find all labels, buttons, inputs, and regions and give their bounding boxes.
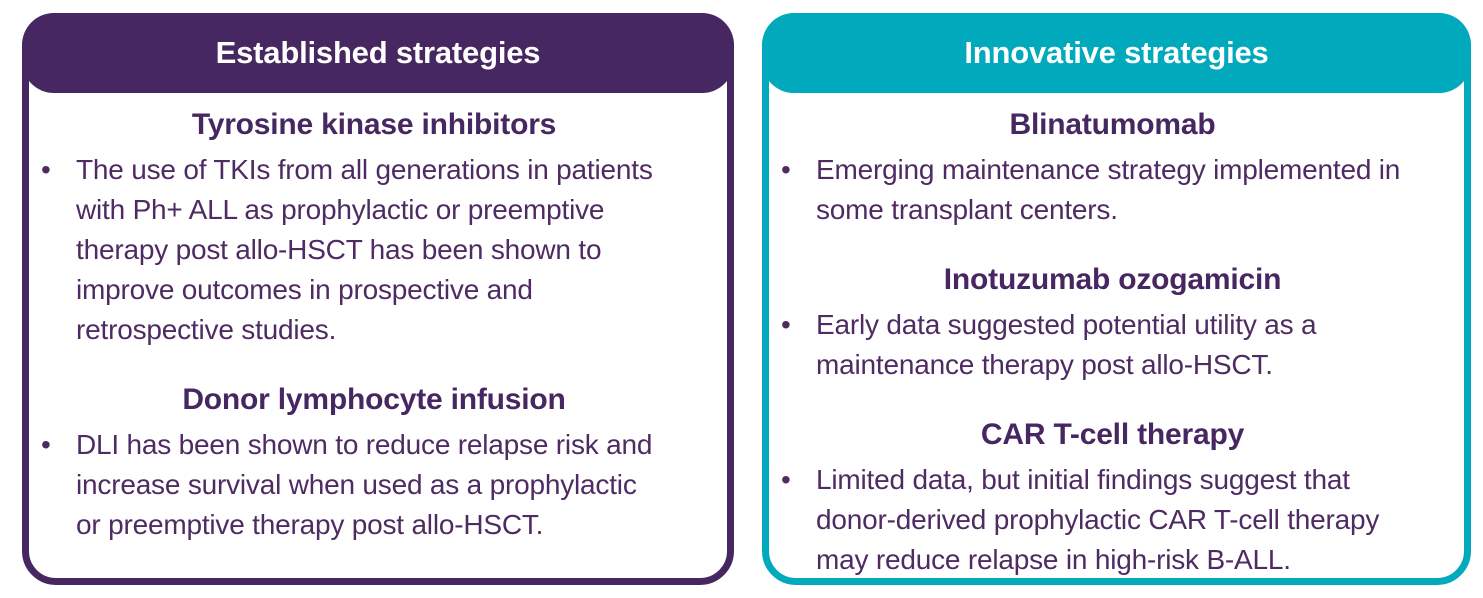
section-heading-tki: Tyrosine kinase inhibitors	[191, 108, 557, 141]
bullet-text-car-t: Limited data, but initial findings sugge…	[816, 464, 1380, 575]
bullet-item-dli: • DLI has been shown to reduce relapse r…	[35, 425, 713, 545]
card-header-established: Established strategies	[22, 13, 734, 93]
card-body-established: Tyrosine kinase inhibitors • The use of …	[29, 20, 727, 545]
section-car-t-cell-therapy: CAR T-cell therapy • Limited data, but i…	[775, 417, 1450, 580]
section-tyrosine-kinase-inhibitors: Tyrosine kinase inhibitors • The use of …	[35, 107, 713, 350]
bullet-item-tki: • The use of TKIs from all generations i…	[35, 150, 713, 350]
bullet-item-inotuzumab: • Early data suggested potential utility…	[775, 305, 1450, 385]
card-established-strategies: Established strategies Tyrosine kinase i…	[22, 13, 734, 585]
bullet-item-blinatumomab: • Emerging maintenance strategy implemen…	[775, 150, 1450, 230]
section-donor-lymphocyte-infusion: Donor lymphocyte infusion • DLI has been…	[35, 382, 713, 545]
bullet-item-car-t: • Limited data, but initial findings sug…	[775, 460, 1450, 580]
section-heading-inotuzumab: Inotuzumab ozogamicin	[943, 263, 1282, 296]
bullet-text-blinatumomab: Emerging maintenance strategy implemente…	[816, 154, 1401, 225]
bullet-icon: •	[781, 309, 791, 340]
section-heading-car-t: CAR T-cell therapy	[980, 418, 1245, 451]
bullet-icon: •	[781, 464, 791, 495]
section-blinatumomab: Blinatumomab • Emerging maintenance stra…	[775, 107, 1450, 230]
bullet-icon: •	[41, 154, 51, 185]
section-heading-blinatumomab: Blinatumomab	[1009, 108, 1216, 141]
bullet-icon: •	[41, 429, 51, 460]
card-innovative-strategies: Innovative strategies Blinatumomab • Eme…	[762, 13, 1471, 585]
bullet-text-dli: DLI has been shown to reduce relapse ris…	[76, 429, 653, 540]
card-title-established: Established strategies	[215, 35, 541, 70]
card-header-innovative: Innovative strategies	[762, 13, 1471, 93]
card-body-innovative: Blinatumomab • Emerging maintenance stra…	[769, 20, 1464, 580]
bullet-text-tki: The use of TKIs from all generations in …	[76, 154, 653, 345]
card-title-innovative: Innovative strategies	[964, 35, 1269, 70]
section-inotuzumab-ozogamicin: Inotuzumab ozogamicin • Early data sugge…	[775, 262, 1450, 385]
bullet-text-inotuzumab: Early data suggested potential utility a…	[816, 309, 1317, 380]
section-heading-dli: Donor lymphocyte infusion	[182, 383, 566, 416]
bullet-icon: •	[781, 154, 791, 185]
